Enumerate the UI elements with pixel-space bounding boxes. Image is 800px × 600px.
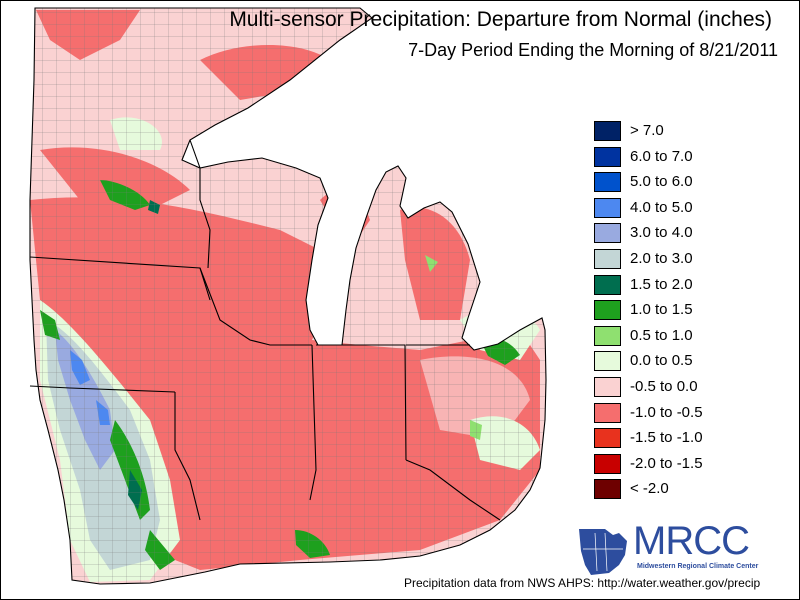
legend-item: 6.0 to 7.0: [594, 145, 714, 171]
legend-swatch: [594, 223, 621, 244]
mrcc-logo: MRCC Midwestern Regional Climate Center: [575, 519, 775, 581]
legend-item: 1.0 to 1.5: [594, 298, 714, 324]
legend-item: 4.0 to 5.0: [594, 196, 714, 222]
legend-label: -1.0 to -0.5: [630, 403, 703, 421]
logo-subtitle: Midwestern Regional Climate Center: [637, 563, 759, 570]
legend-label: 1.5 to 2.0: [630, 275, 693, 293]
legend-label: < -2.0: [630, 480, 669, 498]
legend-label: 2.0 to 3.0: [630, 249, 693, 267]
map-title: Multi-sensor Precipitation: Departure fr…: [229, 8, 772, 31]
legend-item: -0.5 to 0.0: [594, 375, 714, 401]
legend-label: 0.0 to 0.5: [630, 352, 693, 370]
logo-text: MRCC: [633, 519, 750, 563]
legend-swatch: [594, 402, 621, 423]
legend-swatch: [594, 453, 621, 474]
legend-label: 1.0 to 1.5: [630, 301, 693, 319]
legend-label: 3.0 to 4.0: [630, 224, 693, 242]
legend-swatch: [594, 248, 621, 269]
legend-item: 1.5 to 2.0: [594, 273, 714, 299]
legend-label: -0.5 to 0.0: [630, 377, 698, 395]
legend-swatch: [594, 479, 621, 500]
legend-swatch: [594, 428, 621, 449]
legend-item: 3.0 to 4.0: [594, 221, 714, 247]
legend-label: 4.0 to 5.0: [630, 198, 693, 216]
legend-item: > 7.0: [594, 119, 714, 145]
legend-item: 5.0 to 6.0: [594, 170, 714, 196]
map-subtitle: 7-Day Period Ending the Morning of 8/21/…: [408, 40, 778, 60]
legend-swatch: [594, 274, 621, 295]
legend-label: 6.0 to 7.0: [630, 147, 693, 165]
legend-label: -1.5 to -1.0: [630, 429, 703, 447]
legend-item: -1.5 to -1.0: [594, 426, 714, 452]
legend: > 7.0 6.0 to 7.0 5.0 to 6.0 4.0 to 5.0 3.0 t…: [594, 119, 714, 503]
legend-label: > 7.0: [630, 122, 664, 139]
legend-item: 2.0 to 3.0: [594, 247, 714, 273]
legend-swatch: [594, 146, 621, 167]
legend-label: 5.0 to 6.0: [630, 173, 693, 191]
legend-label: -2.0 to -1.5: [630, 454, 703, 472]
midwest-states-icon: [579, 529, 627, 575]
legend-swatch: [594, 121, 621, 141]
legend-swatch: [594, 351, 621, 372]
data-source-footer: Precipitation data from NWS AHPS: http:/…: [404, 576, 761, 590]
legend-swatch: [594, 376, 621, 397]
legend-label: 0.5 to 1.0: [630, 326, 693, 344]
legend-item: 0.0 to 0.5: [594, 349, 714, 375]
legend-swatch: [594, 300, 621, 321]
legend-swatch: [594, 325, 621, 346]
legend-swatch: [594, 172, 621, 193]
legend-item: < -2.0: [594, 477, 714, 503]
legend-item: -2.0 to -1.5: [594, 452, 714, 478]
legend-item: -1.0 to -0.5: [594, 401, 714, 427]
legend-item: 0.5 to 1.0: [594, 324, 714, 350]
legend-swatch: [594, 197, 621, 218]
